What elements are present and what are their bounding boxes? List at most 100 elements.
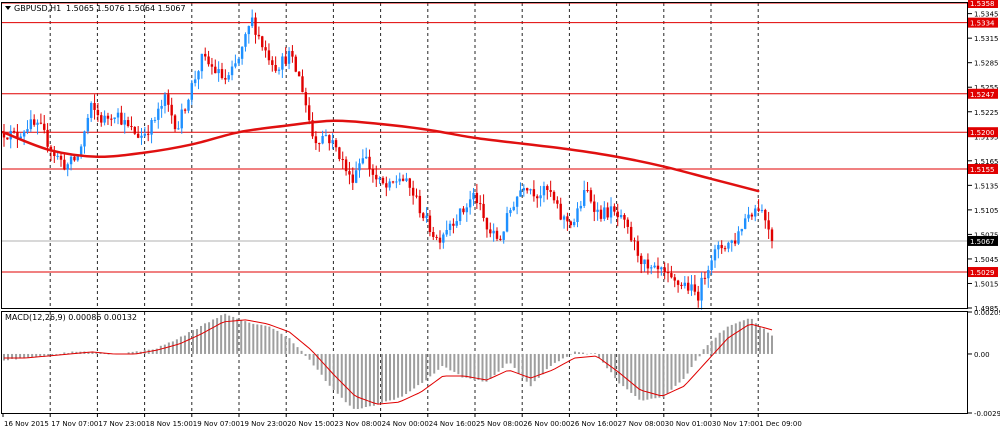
candle-body: [643, 259, 646, 265]
candle-body: [629, 226, 633, 241]
macd-histogram-bar: [212, 319, 215, 354]
candle-body: [385, 183, 388, 188]
candle-body: [616, 211, 619, 218]
macd-histogram-bar: [151, 349, 154, 354]
candle-body: [59, 155, 63, 160]
candle-body: [250, 17, 254, 27]
candle-body: [284, 56, 287, 64]
macd-histogram-bar: [248, 322, 251, 354]
candle-body: [418, 195, 422, 214]
candle-body: [676, 280, 680, 285]
ohlc-values: 1.5065 1.5076 1.5064 1.5067: [66, 4, 186, 13]
macd-histogram-bar: [429, 353, 432, 377]
macd-histogram-bar: [175, 339, 178, 354]
macd-histogram-bar: [509, 353, 512, 364]
macd-histogram-bar: [569, 353, 572, 355]
candle-body: [29, 119, 33, 130]
time-tick-label: 20 Nov 15:00: [287, 420, 334, 428]
candle-body: [542, 186, 546, 196]
candle-body: [324, 135, 328, 137]
candle-body: [733, 240, 737, 244]
macd-histogram-bar: [726, 326, 729, 354]
candle-body: [656, 265, 660, 270]
candle-body: [552, 191, 556, 201]
macd-histogram-bar: [320, 353, 323, 375]
macd-histogram-bar: [107, 353, 110, 355]
candle-body: [261, 36, 264, 48]
candle-body: [428, 215, 432, 233]
candle-body: [200, 53, 204, 72]
candle-body: [247, 26, 251, 35]
macd-histogram-bar: [586, 353, 589, 355]
candle-body: [519, 190, 522, 197]
candle-body: [100, 115, 103, 123]
macd-histogram-bar: [750, 318, 753, 354]
candle-body: [582, 190, 586, 206]
candle-body: [177, 128, 180, 130]
candle-body: [425, 215, 428, 219]
candle-body: [613, 206, 616, 212]
candle-body: [492, 230, 495, 234]
dropdown-triangle-icon[interactable]: [5, 6, 11, 10]
candle-body: [190, 83, 194, 100]
candle-body: [227, 75, 230, 80]
macd-histogram-bar: [477, 353, 480, 381]
candle-body: [760, 209, 764, 211]
price-tick-label: 1.5345: [974, 11, 999, 19]
candle-body: [6, 137, 9, 140]
macd-histogram-bar: [208, 322, 211, 354]
candle-body: [432, 232, 435, 237]
macd-histogram-bar: [762, 328, 765, 354]
candle-body: [69, 156, 73, 165]
candle-body: [287, 50, 291, 64]
level-price-tag-text: 1.5358: [970, 0, 995, 8]
macd-histogram-bar: [425, 353, 428, 381]
level-price-tag: [968, 88, 998, 99]
price-tick-label: 1.5255: [974, 84, 999, 92]
candle-body: [549, 190, 552, 192]
candle-body: [130, 125, 133, 128]
macd-histogram-bar: [614, 353, 617, 379]
price-tick-label: 1.5135: [974, 182, 999, 190]
macd-histogram-bar: [284, 336, 287, 354]
macd-histogram-bar: [710, 340, 713, 354]
macd-histogram-bar: [622, 353, 625, 387]
candle-body: [743, 218, 747, 229]
macd-histogram-bar: [602, 353, 605, 363]
macd-histogram-bar: [11, 353, 14, 359]
candle-body: [133, 127, 136, 134]
candle-body: [348, 171, 351, 175]
candle-body: [475, 192, 479, 204]
candle-body: [217, 69, 220, 74]
macd-histogram-bar: [433, 353, 436, 374]
time-tick-label: 24 Nov 00:00: [382, 420, 429, 428]
macd-histogram-bar: [742, 320, 745, 354]
candle-body: [411, 187, 415, 196]
candle-body: [318, 143, 321, 145]
candle-body: [126, 120, 130, 126]
macd-histogram-bar: [610, 353, 613, 373]
candle-body: [455, 221, 458, 226]
macd-histogram-bar: [389, 353, 392, 401]
candle-body: [116, 112, 120, 118]
candle-body: [314, 136, 318, 144]
time-tick-label: 25 Nov 08:00: [476, 420, 523, 428]
candle-body: [579, 205, 583, 209]
time-tick-label: 17 Nov 07:00: [51, 420, 98, 428]
macd-histogram-bar: [682, 353, 685, 379]
candle-body: [331, 140, 334, 144]
macd-histogram-bar: [457, 353, 460, 375]
macd-histogram-bar: [505, 353, 508, 364]
macd-histogram-bar: [55, 353, 58, 355]
macd-tick-label: 0.00209: [974, 309, 1000, 317]
candle-body: [224, 78, 227, 80]
price-tick-label: 1.5075: [974, 231, 999, 239]
macd-histogram-bar: [485, 353, 488, 382]
moving-average-line[interactable]: [1, 119, 760, 193]
candle-body: [603, 207, 606, 219]
macd-histogram-bar: [91, 351, 94, 354]
macd-histogram-bar: [409, 353, 412, 392]
macd-histogram-bar: [718, 332, 721, 354]
